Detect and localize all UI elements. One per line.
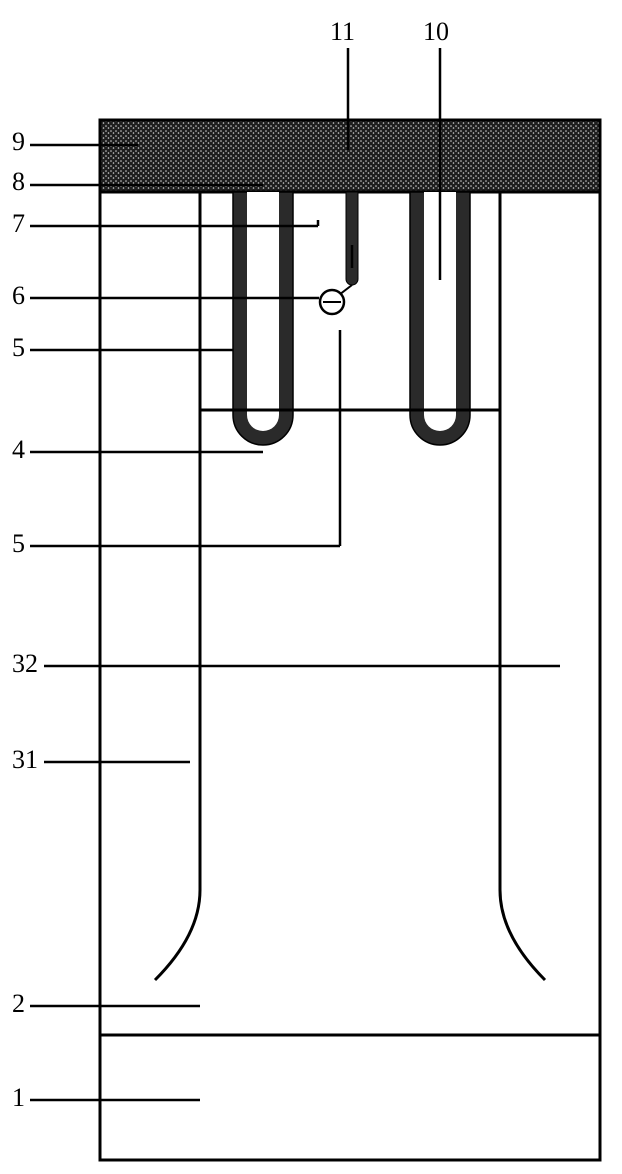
label-lab4: 4 bbox=[12, 435, 25, 464]
right-pillar-inner-wall bbox=[500, 192, 545, 980]
label-lab10: 10 bbox=[423, 17, 449, 46]
trench-left-inner bbox=[247, 192, 279, 431]
label-lab7: 7 bbox=[12, 209, 25, 238]
device-cross-section bbox=[100, 120, 600, 1160]
label-lab2: 2 bbox=[12, 989, 25, 1018]
label-lab6: 6 bbox=[12, 281, 25, 310]
label-lab5b: 5 bbox=[12, 529, 25, 558]
label-lab1: 1 bbox=[12, 1083, 25, 1112]
label-lab11: 11 bbox=[330, 17, 355, 46]
left-pillar-inner-wall bbox=[155, 192, 200, 980]
label-lab31: 31 bbox=[12, 745, 38, 774]
label-lab5a: 5 bbox=[12, 333, 25, 362]
top-metal-layer bbox=[100, 120, 600, 192]
label-lab8: 8 bbox=[12, 167, 25, 196]
label-lab32: 32 bbox=[12, 649, 38, 678]
label-lab9: 9 bbox=[12, 127, 25, 156]
center-finger bbox=[346, 192, 358, 285]
